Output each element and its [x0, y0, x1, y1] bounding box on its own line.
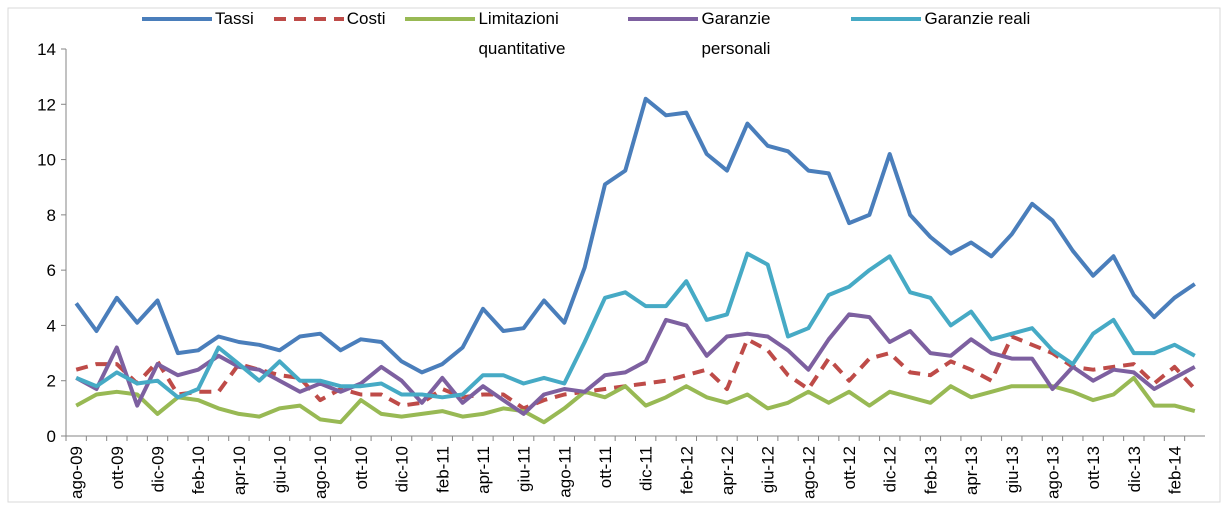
- y-tick-label: 4: [47, 316, 56, 335]
- x-tick-label: apr-13: [962, 446, 981, 495]
- x-tick-label: feb-10: [189, 446, 208, 494]
- x-tick-label: ott-10: [352, 446, 371, 489]
- y-tick-label: 0: [47, 427, 56, 446]
- x-tick-label: dic-12: [881, 446, 900, 492]
- series-line: [75, 251, 1196, 400]
- legend-item: Limitazioni quantitative: [403, 4, 608, 64]
- series-line: [75, 334, 1197, 411]
- x-tick-label: ago-10: [311, 446, 330, 499]
- x-tick-label: apr-10: [230, 446, 249, 495]
- x-tick-label: giu-11: [515, 446, 534, 492]
- x-tick-label: feb-14: [1165, 446, 1184, 494]
- x-tick-label: dic-13: [1125, 446, 1144, 492]
- x-tick-label: ott-13: [1084, 446, 1103, 489]
- x-tick-label: ago-13: [1043, 446, 1062, 499]
- y-tick-label: 2: [47, 372, 56, 391]
- legend: Tassi Costi Limitazioni quantitative Garanz…: [140, 4, 1030, 64]
- x-tick-label: apr-11: [474, 446, 493, 494]
- legend-swatch: [851, 17, 922, 21]
- legend-label: Limitazioni quantitative: [478, 9, 566, 58]
- y-tick-label: 10: [37, 151, 56, 170]
- x-tick-label: dic-09: [149, 446, 168, 492]
- legend-item: Costi: [272, 4, 386, 64]
- legend-item: Tassi: [140, 4, 254, 64]
- y-tick-label: 6: [47, 261, 56, 280]
- series-line: [75, 375, 1196, 425]
- x-tick-label: giu-10: [271, 446, 290, 493]
- series-line: [74, 96, 1196, 375]
- x-tick-label: ago-11: [555, 446, 574, 498]
- legend-item: Garanzie personali: [626, 4, 831, 64]
- legend-label: Tassi: [215, 9, 254, 28]
- x-tick-label: apr-12: [718, 446, 737, 495]
- legend-label: Garanzie reali: [924, 9, 1031, 28]
- x-tick-label: ago-09: [67, 446, 86, 499]
- y-tick-label: 8: [47, 206, 56, 225]
- legend-swatch: [273, 17, 344, 21]
- x-tick-label: ago-12: [799, 446, 818, 499]
- x-tick-label: feb-12: [677, 446, 696, 494]
- legend-item: Garanzie reali: [849, 4, 1030, 64]
- x-tick-label: feb-11: [433, 446, 452, 493]
- x-tick-label: ott-09: [108, 446, 127, 489]
- y-tick-label: 12: [37, 95, 56, 114]
- x-tick-label: ott-11: [596, 446, 615, 488]
- chart-border: [7, 7, 1221, 503]
- legend-label: Garanzie personali: [701, 9, 771, 58]
- x-tick-label: giu-12: [759, 446, 778, 493]
- legend-swatch: [142, 17, 212, 21]
- legend-swatch: [628, 17, 699, 21]
- x-tick-label: dic-11: [637, 446, 656, 491]
- y-tick-label: 14: [37, 40, 56, 59]
- series-line: [75, 312, 1196, 416]
- legend-label: Costi: [346, 9, 386, 28]
- x-tick-label: giu-13: [1003, 446, 1022, 493]
- x-tick-label: feb-13: [921, 446, 940, 494]
- legend-swatch: [405, 17, 476, 21]
- x-tick-label: ott-12: [840, 446, 859, 489]
- x-tick-label: dic-10: [393, 446, 412, 492]
